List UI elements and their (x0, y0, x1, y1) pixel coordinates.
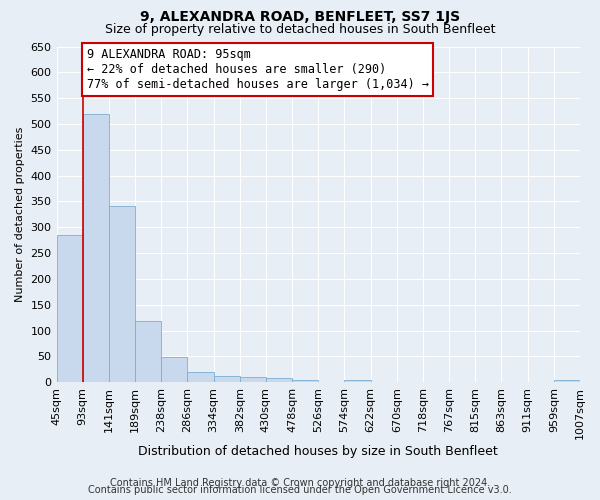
Y-axis label: Number of detached properties: Number of detached properties (15, 126, 25, 302)
Bar (109, 206, 135, 382)
Text: 9 ALEXANDRA ROAD: 95sqm
← 22% of detached houses are smaller (290)
77% of semi-d: 9 ALEXANDRA ROAD: 95sqm ← 22% of detache… (86, 48, 428, 91)
Bar (56, 235, 83, 382)
Text: Contains public sector information licensed under the Open Government Licence v3: Contains public sector information licen… (88, 485, 512, 495)
Text: Contains HM Land Registry data © Crown copyright and database right 2024.: Contains HM Land Registry data © Crown c… (110, 478, 490, 488)
Bar (135, 320, 161, 382)
Bar (266, 378, 292, 382)
X-axis label: Distribution of detached houses by size in South Benfleet: Distribution of detached houses by size … (139, 444, 498, 458)
Bar (554, 380, 580, 382)
Bar (187, 372, 214, 382)
Bar (292, 380, 318, 382)
Bar (83, 114, 109, 382)
Bar (344, 380, 371, 382)
Bar (214, 376, 240, 382)
Bar (240, 377, 266, 382)
Text: Size of property relative to detached houses in South Benfleet: Size of property relative to detached ho… (105, 22, 495, 36)
Text: 9, ALEXANDRA ROAD, BENFLEET, SS7 1JS: 9, ALEXANDRA ROAD, BENFLEET, SS7 1JS (140, 10, 460, 24)
Bar (161, 358, 187, 382)
